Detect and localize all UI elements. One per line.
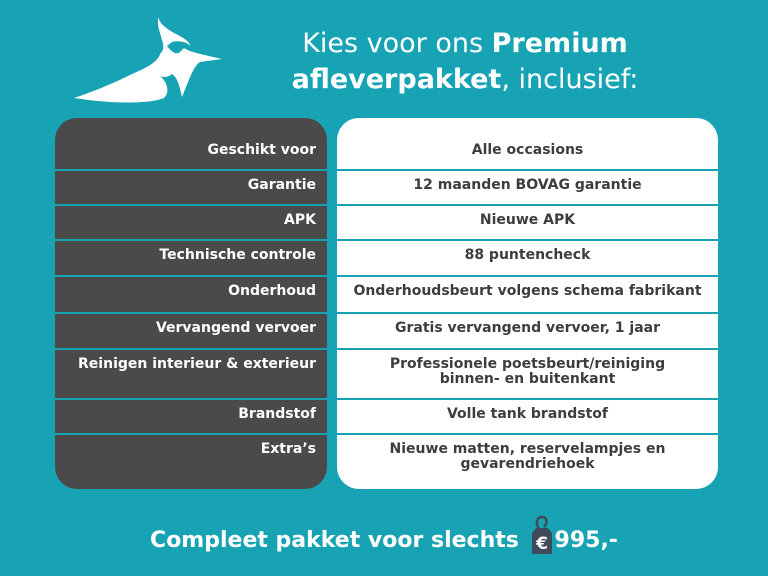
label-row: Onderhoud (55, 275, 327, 312)
value-row: Nieuwe APK (337, 204, 718, 239)
price-tag-icon: € (531, 515, 552, 554)
headline-text: , inclusief: (501, 64, 639, 95)
footer-text: Compleet pakket voor slechts (150, 528, 519, 553)
lapwing-logo (74, 14, 222, 103)
value-row: Volle tank brandstof (337, 398, 718, 433)
label-row: Brandstof (55, 398, 327, 433)
value-row: 88 puntencheck (337, 239, 718, 275)
feature-values-panel: Alle occasions 12 maanden BOVAG garantie… (337, 118, 718, 489)
price-footer: Compleet pakket voor slechts € 995,- (0, 515, 768, 555)
label-row: APK (55, 204, 327, 239)
feature-labels-panel: Geschikt voor Garantie APK Technische co… (55, 118, 327, 489)
label-row: Reinigen interieur & exterieur (55, 348, 327, 398)
value-row: Professionele poetsbeurt/reiniging binne… (337, 348, 718, 398)
headline-bold: afleverpakket (291, 64, 502, 95)
label-row: Technische controle (55, 239, 327, 275)
value-row: Nieuwe matten, reservelampjes en gevaren… (337, 433, 718, 489)
euro-sign: € (535, 534, 548, 554)
headline-bold: Premium (491, 28, 628, 59)
value-row: Alle occasions (471, 142, 584, 158)
value-row: Gratis vervangend vervoer, 1 jaar (337, 312, 718, 348)
label-row: Garantie (55, 169, 327, 204)
value-row: Onderhoudsbeurt volgens schema fabrikant (337, 275, 718, 312)
label-row: Vervangend vervoer (55, 312, 327, 348)
value-row: 12 maanden BOVAG garantie (337, 169, 718, 204)
headline: Kies voor ons Premium afleverpakket, inc… (240, 26, 690, 98)
label-row: Geschikt voor (207, 142, 316, 158)
label-row: Extra’s (55, 433, 327, 489)
headline-text: Kies voor ons (302, 28, 492, 59)
price: 995,- (554, 528, 618, 553)
